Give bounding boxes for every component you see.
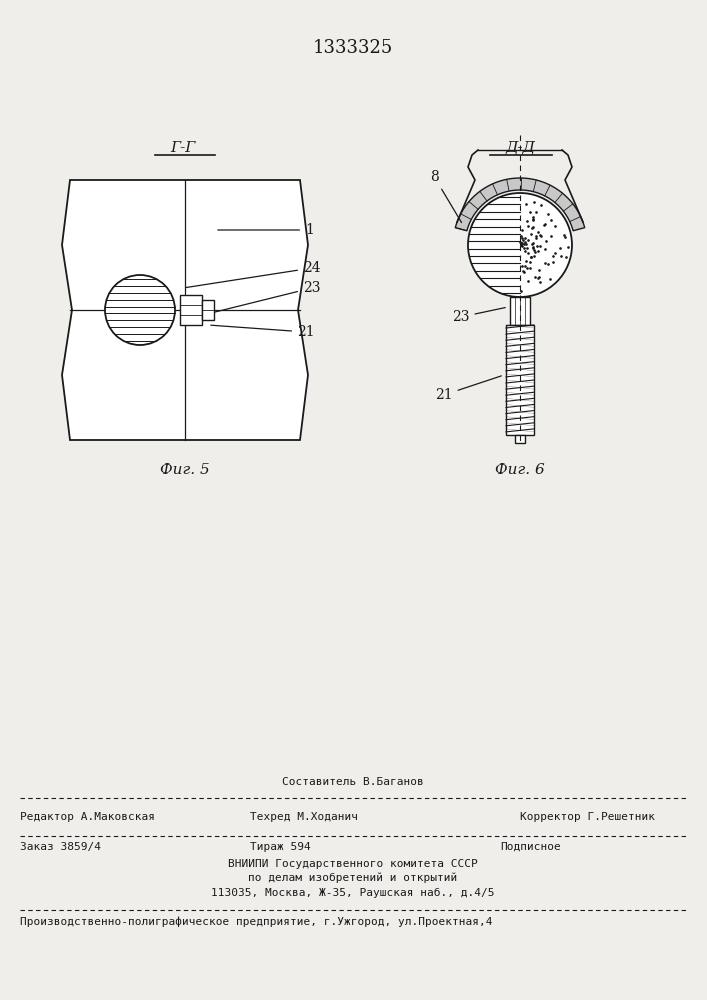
- Polygon shape: [455, 178, 585, 231]
- Text: 23: 23: [452, 308, 506, 324]
- Text: 1: 1: [218, 223, 314, 237]
- Text: Г-Г: Г-Г: [170, 141, 196, 155]
- Text: ВНИИПИ Государственного комитета СССР: ВНИИПИ Государственного комитета СССР: [228, 859, 478, 869]
- Text: Заказ 3859/4: Заказ 3859/4: [20, 842, 101, 852]
- Polygon shape: [62, 180, 308, 440]
- Text: 21: 21: [211, 325, 315, 339]
- Text: 8: 8: [430, 170, 462, 223]
- Text: Тираж 594: Тираж 594: [250, 842, 310, 852]
- Text: Редактор А.Маковская: Редактор А.Маковская: [20, 812, 155, 822]
- Bar: [202, 300, 214, 320]
- Text: Техред М.Ходанич: Техред М.Ходанич: [250, 812, 358, 822]
- Text: Корректор Г.Решетник: Корректор Г.Решетник: [520, 812, 655, 822]
- Text: по делам изобретений и открытий: по делам изобретений и открытий: [248, 873, 457, 883]
- Bar: [510, 297, 530, 325]
- Text: 113035, Москва, Ж-35, Раушская наб., д.4/5: 113035, Москва, Ж-35, Раушская наб., д.4…: [211, 888, 495, 898]
- Text: 21: 21: [435, 376, 501, 402]
- Text: Д-Д: Д-Д: [505, 141, 535, 155]
- Bar: [515, 435, 525, 443]
- Circle shape: [468, 193, 572, 297]
- Text: 23: 23: [194, 281, 320, 317]
- Text: Производственно-полиграфическое предприятие, г.Ужгород, ул.Проектная,4: Производственно-полиграфическое предприя…: [20, 917, 493, 927]
- Text: Подписное: Подписное: [500, 842, 561, 852]
- Text: 24: 24: [186, 261, 321, 288]
- Bar: [506, 325, 534, 435]
- Bar: [180, 295, 202, 325]
- Text: Составитель В.Баганов: Составитель В.Баганов: [282, 777, 424, 787]
- Text: 1333325: 1333325: [313, 39, 393, 57]
- Text: Фиг. 6: Фиг. 6: [495, 463, 545, 477]
- Text: Фиг. 5: Фиг. 5: [160, 463, 210, 477]
- Circle shape: [105, 275, 175, 345]
